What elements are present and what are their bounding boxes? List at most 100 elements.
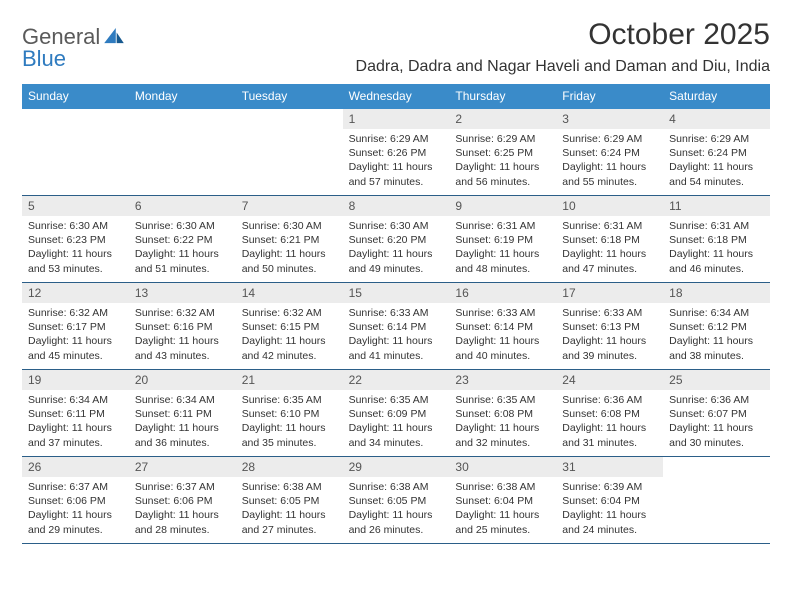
day-number: 30 bbox=[449, 457, 556, 477]
sunrise: Sunrise: 6:33 AM bbox=[562, 306, 657, 320]
sunrise: Sunrise: 6:33 AM bbox=[349, 306, 444, 320]
day-number: 25 bbox=[663, 370, 770, 390]
day-body: Sunrise: 6:35 AMSunset: 6:10 PMDaylight:… bbox=[236, 390, 343, 454]
daylight-line1: Daylight: 11 hours bbox=[669, 334, 764, 348]
daylight-line1: Daylight: 11 hours bbox=[28, 334, 123, 348]
daylight-line2: and 51 minutes. bbox=[135, 262, 230, 276]
day-number: 20 bbox=[129, 370, 236, 390]
sunrise: Sunrise: 6:31 AM bbox=[455, 219, 550, 233]
sunset: Sunset: 6:11 PM bbox=[135, 407, 230, 421]
day-cell bbox=[663, 457, 770, 543]
day-number: 5 bbox=[22, 196, 129, 216]
week-row: 26Sunrise: 6:37 AMSunset: 6:06 PMDayligh… bbox=[22, 457, 770, 544]
day-body: Sunrise: 6:34 AMSunset: 6:11 PMDaylight:… bbox=[129, 390, 236, 454]
daylight-line2: and 49 minutes. bbox=[349, 262, 444, 276]
day-cell: 8Sunrise: 6:30 AMSunset: 6:20 PMDaylight… bbox=[343, 196, 450, 282]
sunrise: Sunrise: 6:30 AM bbox=[242, 219, 337, 233]
day-number: 10 bbox=[556, 196, 663, 216]
sunset: Sunset: 6:08 PM bbox=[562, 407, 657, 421]
daylight-line1: Daylight: 11 hours bbox=[135, 334, 230, 348]
day-number: 24 bbox=[556, 370, 663, 390]
sunset: Sunset: 6:24 PM bbox=[562, 146, 657, 160]
sunset: Sunset: 6:14 PM bbox=[455, 320, 550, 334]
day-number: 3 bbox=[556, 109, 663, 129]
day-body: Sunrise: 6:39 AMSunset: 6:04 PMDaylight:… bbox=[556, 477, 663, 541]
location: Dadra, Dadra and Nagar Haveli and Daman … bbox=[356, 58, 770, 76]
day-body: Sunrise: 6:31 AMSunset: 6:18 PMDaylight:… bbox=[663, 216, 770, 280]
sunset: Sunset: 6:18 PM bbox=[562, 233, 657, 247]
day-body: Sunrise: 6:33 AMSunset: 6:14 PMDaylight:… bbox=[449, 303, 556, 367]
day-body: Sunrise: 6:31 AMSunset: 6:18 PMDaylight:… bbox=[556, 216, 663, 280]
day-number: 18 bbox=[663, 283, 770, 303]
day-number: 1 bbox=[343, 109, 450, 129]
daylight-line1: Daylight: 11 hours bbox=[242, 247, 337, 261]
daylight-line1: Daylight: 11 hours bbox=[455, 160, 550, 174]
daylight-line1: Daylight: 11 hours bbox=[242, 334, 337, 348]
week-row: 19Sunrise: 6:34 AMSunset: 6:11 PMDayligh… bbox=[22, 370, 770, 457]
dow-monday: Monday bbox=[129, 84, 236, 109]
day-body: Sunrise: 6:31 AMSunset: 6:19 PMDaylight:… bbox=[449, 216, 556, 280]
sunrise: Sunrise: 6:36 AM bbox=[669, 393, 764, 407]
day-body: Sunrise: 6:37 AMSunset: 6:06 PMDaylight:… bbox=[22, 477, 129, 541]
day-cell: 2Sunrise: 6:29 AMSunset: 6:25 PMDaylight… bbox=[449, 109, 556, 195]
day-number: 4 bbox=[663, 109, 770, 129]
sunset: Sunset: 6:13 PM bbox=[562, 320, 657, 334]
day-cell: 15Sunrise: 6:33 AMSunset: 6:14 PMDayligh… bbox=[343, 283, 450, 369]
daylight-line1: Daylight: 11 hours bbox=[562, 421, 657, 435]
dow-wednesday: Wednesday bbox=[343, 84, 450, 109]
day-cell: 10Sunrise: 6:31 AMSunset: 6:18 PMDayligh… bbox=[556, 196, 663, 282]
day-number: 19 bbox=[22, 370, 129, 390]
day-cell: 26Sunrise: 6:37 AMSunset: 6:06 PMDayligh… bbox=[22, 457, 129, 543]
day-number: 22 bbox=[343, 370, 450, 390]
month-title: October 2025 bbox=[356, 18, 770, 52]
daylight-line1: Daylight: 11 hours bbox=[562, 334, 657, 348]
sunrise: Sunrise: 6:38 AM bbox=[242, 480, 337, 494]
day-cell bbox=[129, 109, 236, 195]
day-body: Sunrise: 6:38 AMSunset: 6:04 PMDaylight:… bbox=[449, 477, 556, 541]
daylight-line2: and 50 minutes. bbox=[242, 262, 337, 276]
daylight-line2: and 46 minutes. bbox=[669, 262, 764, 276]
daylight-line2: and 54 minutes. bbox=[669, 175, 764, 189]
day-body: Sunrise: 6:29 AMSunset: 6:26 PMDaylight:… bbox=[343, 129, 450, 193]
sunrise: Sunrise: 6:34 AM bbox=[669, 306, 764, 320]
daylight-line2: and 36 minutes. bbox=[135, 436, 230, 450]
daylight-line1: Daylight: 11 hours bbox=[242, 508, 337, 522]
sunset: Sunset: 6:07 PM bbox=[669, 407, 764, 421]
day-cell: 6Sunrise: 6:30 AMSunset: 6:22 PMDaylight… bbox=[129, 196, 236, 282]
daylight-line2: and 31 minutes. bbox=[562, 436, 657, 450]
day-cell: 3Sunrise: 6:29 AMSunset: 6:24 PMDaylight… bbox=[556, 109, 663, 195]
sunrise: Sunrise: 6:29 AM bbox=[349, 132, 444, 146]
daylight-line1: Daylight: 11 hours bbox=[669, 160, 764, 174]
daylight-line2: and 32 minutes. bbox=[455, 436, 550, 450]
daylight-line1: Daylight: 11 hours bbox=[28, 508, 123, 522]
day-number: 26 bbox=[22, 457, 129, 477]
day-body: Sunrise: 6:36 AMSunset: 6:08 PMDaylight:… bbox=[556, 390, 663, 454]
daylight-line1: Daylight: 11 hours bbox=[349, 421, 444, 435]
daylight-line2: and 43 minutes. bbox=[135, 349, 230, 363]
daylight-line1: Daylight: 11 hours bbox=[135, 421, 230, 435]
daylight-line2: and 38 minutes. bbox=[669, 349, 764, 363]
day-cell bbox=[22, 109, 129, 195]
sail-icon bbox=[103, 24, 125, 50]
day-body: Sunrise: 6:35 AMSunset: 6:08 PMDaylight:… bbox=[449, 390, 556, 454]
day-number: 31 bbox=[556, 457, 663, 477]
sunset: Sunset: 6:14 PM bbox=[349, 320, 444, 334]
day-cell: 23Sunrise: 6:35 AMSunset: 6:08 PMDayligh… bbox=[449, 370, 556, 456]
daylight-line2: and 30 minutes. bbox=[669, 436, 764, 450]
title-block: October 2025 Dadra, Dadra and Nagar Have… bbox=[356, 18, 770, 76]
sunset: Sunset: 6:16 PM bbox=[135, 320, 230, 334]
daylight-line2: and 56 minutes. bbox=[455, 175, 550, 189]
sunrise: Sunrise: 6:35 AM bbox=[242, 393, 337, 407]
day-cell: 27Sunrise: 6:37 AMSunset: 6:06 PMDayligh… bbox=[129, 457, 236, 543]
day-number: 13 bbox=[129, 283, 236, 303]
day-cell: 4Sunrise: 6:29 AMSunset: 6:24 PMDaylight… bbox=[663, 109, 770, 195]
day-cell: 28Sunrise: 6:38 AMSunset: 6:05 PMDayligh… bbox=[236, 457, 343, 543]
daylight-line2: and 26 minutes. bbox=[349, 523, 444, 537]
sunrise: Sunrise: 6:29 AM bbox=[562, 132, 657, 146]
sunset: Sunset: 6:26 PM bbox=[349, 146, 444, 160]
day-body: Sunrise: 6:33 AMSunset: 6:13 PMDaylight:… bbox=[556, 303, 663, 367]
week-row: 12Sunrise: 6:32 AMSunset: 6:17 PMDayligh… bbox=[22, 283, 770, 370]
day-body: Sunrise: 6:29 AMSunset: 6:24 PMDaylight:… bbox=[663, 129, 770, 193]
sunset: Sunset: 6:21 PM bbox=[242, 233, 337, 247]
sunset: Sunset: 6:08 PM bbox=[455, 407, 550, 421]
